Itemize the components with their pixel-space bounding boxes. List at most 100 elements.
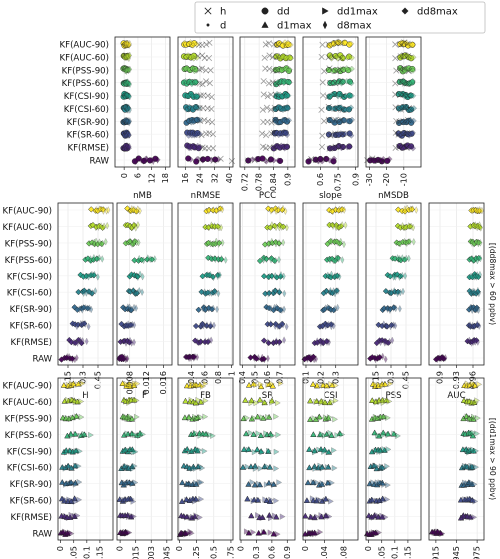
data-point bbox=[321, 68, 328, 75]
data-point bbox=[202, 413, 209, 420]
data-point bbox=[190, 55, 197, 62]
panel-frame bbox=[116, 202, 173, 366]
category-label: KF(CSI-90) bbox=[64, 92, 109, 102]
data-point bbox=[464, 463, 471, 470]
data-point bbox=[327, 80, 334, 87]
data-point bbox=[130, 498, 137, 505]
data-point bbox=[265, 448, 272, 454]
data-point bbox=[373, 157, 380, 164]
data-point bbox=[397, 142, 405, 149]
data-point bbox=[124, 67, 129, 76]
data-point bbox=[102, 222, 107, 231]
data-point bbox=[333, 205, 338, 214]
data-point bbox=[276, 479, 283, 486]
data-point bbox=[395, 254, 400, 262]
data-point bbox=[385, 305, 390, 313]
data-point bbox=[474, 288, 482, 295]
data-point bbox=[475, 273, 482, 281]
data-point bbox=[74, 512, 81, 519]
data-point bbox=[410, 54, 417, 61]
data-point bbox=[79, 380, 86, 387]
data-point bbox=[127, 41, 132, 49]
tick-label: 0.3 bbox=[251, 546, 261, 559]
data-point bbox=[240, 415, 247, 422]
data-point bbox=[408, 143, 415, 150]
data-point bbox=[348, 80, 355, 87]
axis-label-nRMSE: nRMSE bbox=[191, 191, 221, 201]
data-point bbox=[250, 496, 258, 503]
data-point bbox=[256, 396, 264, 403]
data-point bbox=[328, 91, 335, 99]
data-point bbox=[477, 221, 482, 229]
data-point bbox=[124, 321, 129, 330]
data-point bbox=[251, 448, 258, 456]
data-point bbox=[125, 91, 129, 99]
data-point bbox=[270, 221, 274, 229]
data-point bbox=[317, 497, 324, 504]
data-point bbox=[127, 142, 132, 151]
data-point bbox=[61, 497, 68, 504]
data-point bbox=[326, 414, 333, 421]
data-point bbox=[269, 380, 275, 388]
data-point bbox=[338, 206, 346, 213]
data-point bbox=[323, 382, 331, 389]
data-point bbox=[263, 255, 270, 263]
data-point bbox=[346, 118, 353, 125]
data-point bbox=[397, 273, 404, 280]
data-point bbox=[122, 143, 129, 150]
data-point bbox=[475, 206, 480, 215]
data-point bbox=[129, 512, 135, 520]
data-point bbox=[329, 381, 336, 388]
data-point bbox=[403, 272, 408, 280]
data-point bbox=[378, 463, 386, 470]
tick-label: 0 bbox=[119, 173, 129, 178]
data-point bbox=[127, 130, 132, 139]
data-point bbox=[381, 380, 389, 387]
panel-frame bbox=[365, 202, 422, 366]
data-point bbox=[464, 447, 470, 454]
data-point bbox=[211, 206, 216, 214]
data-point bbox=[266, 144, 273, 151]
data-point bbox=[124, 104, 129, 112]
data-point bbox=[210, 432, 216, 440]
data-point bbox=[468, 462, 475, 470]
data-point bbox=[384, 463, 391, 470]
data-point bbox=[124, 52, 129, 61]
tick-label: 0.78 bbox=[254, 173, 264, 191]
data-point bbox=[385, 414, 391, 422]
data-point bbox=[259, 449, 266, 456]
data-point bbox=[382, 513, 389, 521]
data-point bbox=[439, 530, 446, 537]
data-point bbox=[155, 156, 160, 164]
data-point bbox=[337, 39, 344, 47]
data-point bbox=[202, 380, 209, 387]
data-point bbox=[187, 528, 194, 535]
data-point bbox=[271, 131, 279, 138]
data-point bbox=[211, 255, 218, 262]
panel-SR: 0.4 0.5 0.6 0.7SR bbox=[237, 202, 296, 401]
data-point bbox=[277, 287, 282, 296]
data-point bbox=[212, 222, 217, 230]
data-point bbox=[70, 414, 77, 422]
data-point bbox=[242, 396, 249, 403]
data-point bbox=[396, 118, 403, 125]
data-point bbox=[283, 131, 291, 139]
data-point bbox=[272, 303, 277, 312]
data-point bbox=[346, 130, 353, 137]
tick-label: -20 bbox=[381, 173, 391, 186]
data-point bbox=[134, 273, 141, 280]
data-point bbox=[121, 104, 129, 111]
data-point bbox=[318, 480, 326, 487]
data-point bbox=[390, 430, 398, 437]
data-point bbox=[185, 413, 193, 420]
data-point bbox=[391, 255, 399, 262]
data-point bbox=[203, 337, 208, 346]
data-point bbox=[404, 117, 411, 124]
data-point bbox=[325, 41, 332, 48]
data-point bbox=[133, 413, 140, 421]
data-point bbox=[377, 497, 383, 505]
data-point bbox=[133, 157, 138, 166]
data-point bbox=[187, 514, 194, 521]
data-point bbox=[195, 306, 202, 313]
data-point bbox=[469, 463, 476, 470]
